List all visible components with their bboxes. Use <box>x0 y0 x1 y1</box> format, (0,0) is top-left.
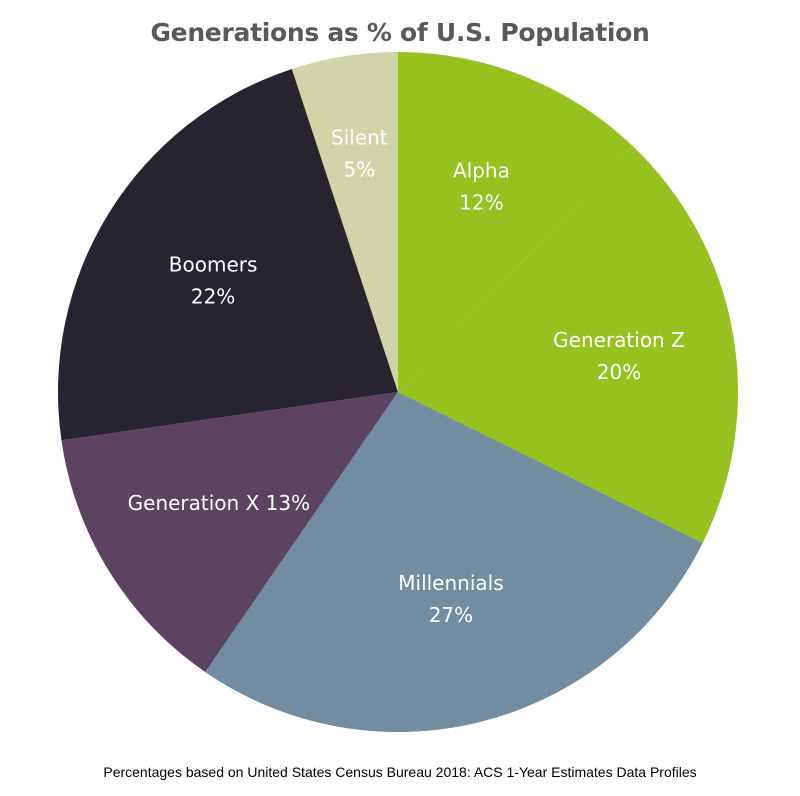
slice-value-generation-z: 20% <box>597 360 641 384</box>
pie-slice-alpha <box>398 52 633 392</box>
slice-value-millennials: 27% <box>429 603 473 627</box>
pie-slice-boomers <box>58 68 399 441</box>
pie-slice-generation-z <box>398 145 738 543</box>
source-note: Percentages based on United States Censu… <box>103 764 697 780</box>
pie-labels: Alpha 12% Generation Z 20% Millennials 27% Gen… <box>128 125 685 627</box>
slice-name-generation-z: Generation Z <box>553 328 685 352</box>
slice-name-boomers: Boomers <box>169 252 258 276</box>
slice-value-generation-x: 13% <box>266 491 310 515</box>
slice-value-boomers: 22% <box>191 284 235 308</box>
slice-name-generation-x: Generation X <box>128 491 266 515</box>
chart-title: Generations as % of U.S. Population <box>150 18 650 47</box>
pie-slice-millennials <box>205 392 703 732</box>
slice-value-silent: 5% <box>343 157 375 181</box>
slice-name-millennials: Millennials <box>398 571 503 595</box>
pie-slice-silent <box>291 52 398 392</box>
slice-value-alpha: 12% <box>459 191 503 215</box>
slice-name-silent: Silent <box>331 125 388 149</box>
pie-slices <box>58 52 738 732</box>
slice-name-alpha: Alpha <box>453 159 510 183</box>
pie-slice-generation-x <box>61 392 399 673</box>
slice-label-generation-x: Generation X 13% <box>128 491 310 515</box>
